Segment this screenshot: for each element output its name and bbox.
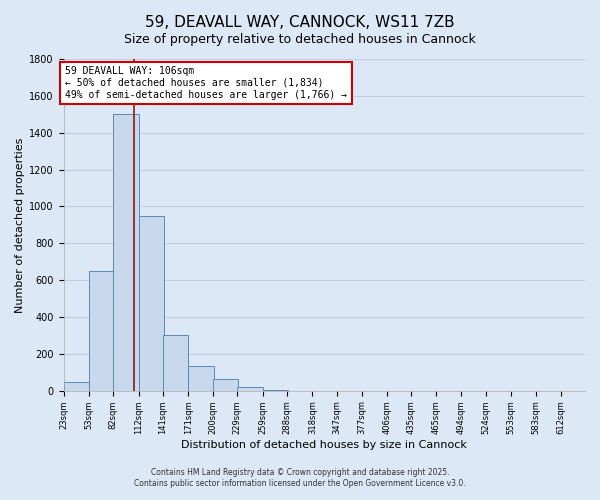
Text: 59 DEAVALL WAY: 106sqm
← 50% of detached houses are smaller (1,834)
49% of semi-: 59 DEAVALL WAY: 106sqm ← 50% of detached… <box>65 66 347 100</box>
Bar <box>89 271 114 390</box>
Y-axis label: Number of detached properties: Number of detached properties <box>15 137 25 312</box>
Text: 59, DEAVALL WAY, CANNOCK, WS11 7ZB: 59, DEAVALL WAY, CANNOCK, WS11 7ZB <box>145 15 455 30</box>
Bar <box>64 382 89 390</box>
Bar <box>113 114 139 390</box>
Bar <box>188 366 214 390</box>
Bar <box>139 216 164 390</box>
Text: Size of property relative to detached houses in Cannock: Size of property relative to detached ho… <box>124 32 476 46</box>
Bar <box>238 387 263 390</box>
Bar <box>213 378 238 390</box>
Bar <box>163 336 188 390</box>
X-axis label: Distribution of detached houses by size in Cannock: Distribution of detached houses by size … <box>181 440 467 450</box>
Text: Contains HM Land Registry data © Crown copyright and database right 2025.
Contai: Contains HM Land Registry data © Crown c… <box>134 468 466 487</box>
